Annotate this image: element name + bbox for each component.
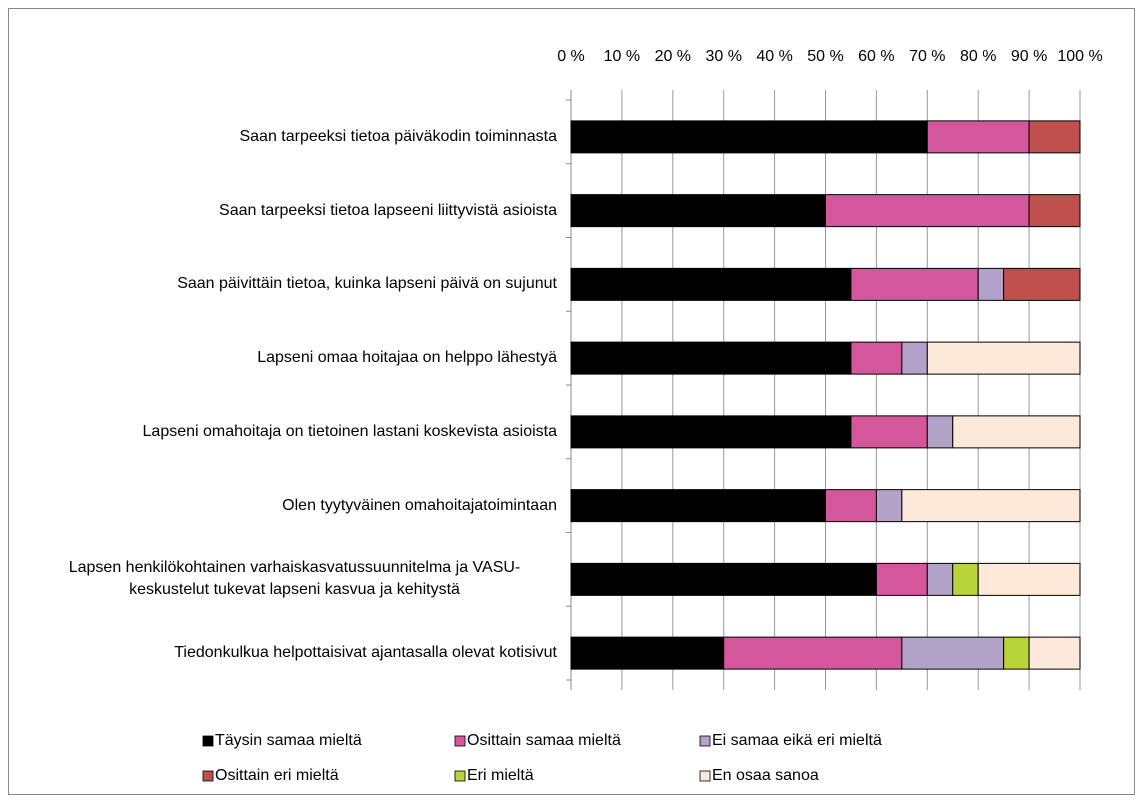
category-label-box: Saan tarpeeksi tietoa lapseeni liittyvis… bbox=[20, 200, 557, 222]
legend-swatch bbox=[202, 770, 214, 782]
x-tick-label: 100 % bbox=[1057, 48, 1102, 65]
y-tick-label: Lapseni omahoitaja on tietoinen lastani … bbox=[142, 422, 557, 440]
bar-segment bbox=[926, 341, 1081, 375]
bar-segment bbox=[952, 415, 1081, 449]
legend-swatch bbox=[202, 735, 214, 747]
legend-label: Osittain samaa mieltä bbox=[467, 732, 621, 749]
category-label-box: Olen tyytyväinen omahoitajatoimintaan bbox=[20, 495, 557, 517]
x-tick-label: 50 % bbox=[807, 48, 843, 65]
bar-segment bbox=[875, 562, 928, 596]
bar-segment bbox=[1003, 267, 1081, 301]
bar-segment bbox=[901, 341, 928, 375]
legend-label: Eri mieltä bbox=[467, 767, 534, 784]
y-tick-label: Saan tarpeeksi tietoa lapseeni liittyvis… bbox=[219, 201, 557, 219]
y-tick-label: Lapseni omaa hoitajaa on helppo lähestyä bbox=[257, 349, 557, 367]
x-tick-label: 80 % bbox=[960, 48, 996, 65]
bar-segment bbox=[825, 194, 1030, 228]
legend-label: Osittain eri mieltä bbox=[215, 767, 339, 784]
legend-swatch bbox=[699, 735, 711, 747]
y-tick-label: Saan tarpeeksi tietoa päiväkodin toiminn… bbox=[239, 127, 557, 145]
x-tick-label: 90 % bbox=[1011, 48, 1047, 65]
bar-segment bbox=[570, 489, 826, 523]
legend-label: Ei samaa eikä eri mieltä bbox=[712, 732, 882, 749]
category-label-box: Lapseni omahoitaja on tietoinen lastani … bbox=[20, 421, 557, 443]
bar-segment bbox=[850, 267, 979, 301]
y-tick-label: Olen tyytyväinen omahoitajatoimintaan bbox=[282, 496, 557, 514]
bar-segment bbox=[1028, 194, 1081, 228]
x-tick-label: 10 % bbox=[604, 48, 640, 65]
category-label-box: Saan tarpeeksi tietoa päiväkodin toiminn… bbox=[20, 126, 557, 148]
x-tick-label: 20 % bbox=[655, 48, 691, 65]
legend-swatch bbox=[699, 770, 711, 782]
category-label-box: Saan päivittäin tietoa, kuinka lapseni p… bbox=[20, 273, 557, 295]
bar-segment bbox=[926, 562, 954, 596]
bar-segment bbox=[952, 562, 979, 596]
bar-segment bbox=[926, 120, 1030, 154]
y-tick-label: Tiedonkulkua helpottaisivat ajantasalla … bbox=[174, 644, 557, 662]
x-tick-label: 40 % bbox=[756, 48, 792, 65]
legend-label: En osaa sanoa bbox=[712, 767, 819, 784]
bar-segment bbox=[977, 562, 1081, 596]
bar-segment bbox=[850, 341, 903, 375]
bar-segment bbox=[850, 415, 928, 449]
bar-segment bbox=[570, 267, 852, 301]
bar-segment bbox=[977, 267, 1005, 301]
legend-label: Täysin samaa mieltä bbox=[215, 732, 362, 749]
bar-segment bbox=[1028, 120, 1081, 154]
category-label-box: Lapseni omaa hoitajaa on helppo lähestyä bbox=[20, 347, 557, 369]
bar-segment bbox=[875, 489, 903, 523]
bar-segment bbox=[1028, 636, 1081, 670]
bar-segment bbox=[570, 341, 852, 375]
x-tick-label: 60 % bbox=[858, 48, 894, 65]
x-tick-label: 0 % bbox=[557, 48, 585, 65]
bar-segment bbox=[723, 636, 903, 670]
bar-segment bbox=[570, 194, 826, 228]
bar-segment bbox=[825, 489, 877, 523]
y-tick-label: Saan päivittäin tietoa, kuinka lapseni p… bbox=[177, 275, 557, 293]
bar-segment bbox=[901, 489, 1081, 523]
bar-segment bbox=[1003, 636, 1030, 670]
x-tick-label: 70 % bbox=[909, 48, 945, 65]
legend-swatch bbox=[454, 735, 466, 747]
bar-segment bbox=[901, 636, 1005, 670]
legend-swatch bbox=[454, 770, 466, 782]
bar-segment bbox=[570, 415, 852, 449]
category-label-box: Tiedonkulkua helpottaisivat ajantasalla … bbox=[20, 642, 557, 664]
bar-segment bbox=[570, 562, 877, 596]
x-tick-label: 30 % bbox=[705, 48, 741, 65]
bar-segment bbox=[570, 120, 928, 154]
category-label-box: Lapsen henkilökohtainen varhaiskasvatuss… bbox=[20, 557, 557, 601]
bar-segment bbox=[570, 636, 725, 670]
y-tick-label: Lapsen henkilökohtainen varhaiskasvatuss… bbox=[68, 559, 521, 599]
bar-segment bbox=[926, 415, 954, 449]
